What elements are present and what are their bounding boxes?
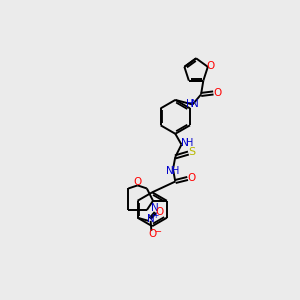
Text: O: O <box>213 88 221 98</box>
Text: O: O <box>207 61 215 71</box>
Text: N: N <box>147 214 154 224</box>
Text: N: N <box>182 138 189 148</box>
Text: O: O <box>134 176 142 187</box>
Text: H: H <box>172 166 180 176</box>
Text: N: N <box>166 166 174 176</box>
Text: O: O <box>149 229 157 239</box>
Text: O: O <box>156 207 164 217</box>
Text: O: O <box>188 173 196 184</box>
Text: H: H <box>186 138 194 148</box>
Text: N: N <box>191 100 199 110</box>
Text: H: H <box>186 99 193 109</box>
Text: S: S <box>189 147 196 157</box>
Text: −: − <box>154 227 161 236</box>
Text: N: N <box>151 203 158 214</box>
Text: +: + <box>152 211 158 220</box>
